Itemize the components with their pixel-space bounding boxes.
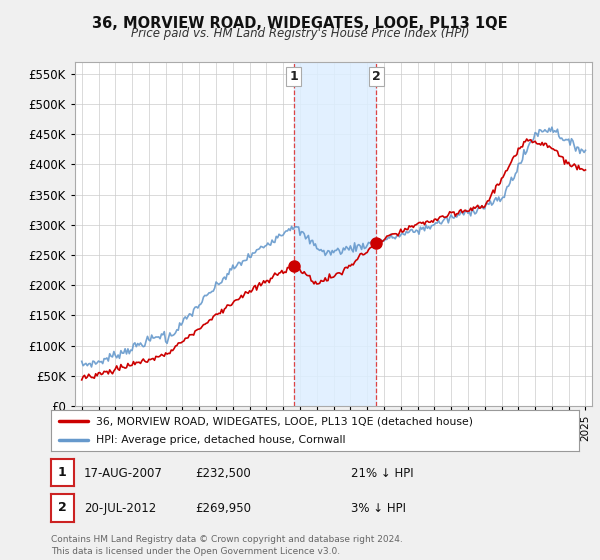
Text: 20-JUL-2012: 20-JUL-2012: [84, 502, 156, 515]
Text: £269,950: £269,950: [195, 502, 251, 515]
Text: 36, MORVIEW ROAD, WIDEGATES, LOOE, PL13 1QE: 36, MORVIEW ROAD, WIDEGATES, LOOE, PL13 …: [92, 16, 508, 31]
Text: 36, MORVIEW ROAD, WIDEGATES, LOOE, PL13 1QE (detached house): 36, MORVIEW ROAD, WIDEGATES, LOOE, PL13 …: [96, 417, 473, 426]
Text: 2: 2: [58, 501, 67, 515]
Text: 3% ↓ HPI: 3% ↓ HPI: [351, 502, 406, 515]
Bar: [294, 62, 376, 406]
Text: Price paid vs. HM Land Registry's House Price Index (HPI): Price paid vs. HM Land Registry's House …: [131, 27, 469, 40]
Text: 1: 1: [289, 70, 298, 83]
Text: 2: 2: [372, 70, 381, 83]
Text: HPI: Average price, detached house, Cornwall: HPI: Average price, detached house, Corn…: [96, 435, 346, 445]
Text: 21% ↓ HPI: 21% ↓ HPI: [351, 467, 413, 480]
Text: 17-AUG-2007: 17-AUG-2007: [84, 467, 163, 480]
Text: 1: 1: [58, 466, 67, 479]
Text: £232,500: £232,500: [195, 467, 251, 480]
Text: Contains HM Land Registry data © Crown copyright and database right 2024.
This d: Contains HM Land Registry data © Crown c…: [51, 535, 403, 556]
